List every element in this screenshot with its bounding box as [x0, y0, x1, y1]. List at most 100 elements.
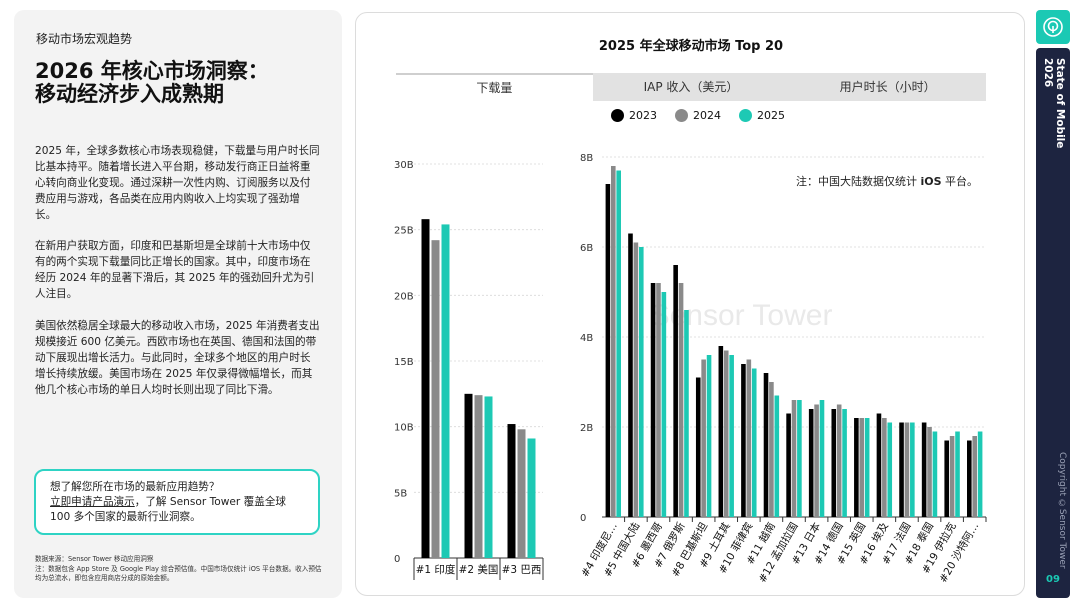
bar-2023 [921, 422, 927, 517]
bar-2023 [464, 393, 473, 558]
bar-2024 [949, 436, 955, 517]
legend-item-2024: 2024 [675, 109, 721, 122]
bar-2024 [882, 418, 887, 517]
y-tick-label: 0 [394, 554, 400, 565]
bar-2024 [474, 395, 483, 558]
y-tick-label: 20B [394, 291, 414, 302]
bar-2023 [695, 377, 701, 517]
bar-2025 [977, 431, 983, 517]
note-bold: iOS [920, 175, 942, 188]
bar-2023 [763, 373, 769, 517]
bar-2025 [932, 431, 938, 517]
footnote-source: 数据来源：Sensor Tower 移动应用洞察 [35, 555, 154, 563]
left-text-panel: 移动市场宏观趋势 2026 年核心市场洞察： 移动经济步入成熟期 2025 年，… [14, 10, 342, 598]
bar-2025 [638, 247, 644, 517]
bar-2025 [751, 368, 757, 517]
china-ios-note: 注：中国大陆数据仅统计 iOS 平台。 [796, 173, 978, 189]
bar-2025 [616, 170, 621, 517]
copyright-vertical: Copyright ©Sensor Tower [1057, 452, 1067, 569]
bar-2023 [967, 440, 972, 517]
headline-line-2: 移动经济步入成熟期 [35, 82, 224, 106]
page-number: 09 [1046, 574, 1060, 585]
bar-2024 [517, 429, 526, 558]
bar-2025 [910, 422, 915, 517]
bar-2023 [673, 265, 678, 517]
y-tick-label: 5B [394, 488, 407, 499]
bar-2025 [441, 224, 450, 558]
bar-2023 [831, 409, 837, 517]
y-tick-label: 0 [580, 513, 586, 524]
bar-2025 [484, 396, 493, 558]
y-tick-label: 10B [394, 423, 414, 434]
bar-2023 [605, 184, 611, 517]
bar-2024 [431, 240, 440, 558]
y-tick-label: 25B [394, 226, 414, 237]
bar-2025 [661, 292, 667, 517]
bar-2024 [633, 242, 639, 517]
x-category-label: #3 巴西 [502, 564, 542, 576]
x-category-label: #2 美国 [459, 563, 499, 576]
bar-2024 [927, 427, 932, 517]
bar-2025 [819, 400, 825, 517]
bar-2024 [610, 166, 616, 517]
legend-item-2023: 2023 [611, 109, 657, 122]
tab-iap-revenue[interactable]: IAP 收入（美元） [643, 80, 739, 94]
tab-downloads[interactable]: 下载量 [396, 73, 593, 101]
x-category-label: #1 印度 [416, 563, 456, 576]
y-tick-label: 8B [580, 153, 593, 164]
bar-2025 [684, 310, 689, 517]
y-tick-label: 4B [580, 333, 593, 344]
bar-2023 [421, 219, 430, 558]
note-suffix: 平台。 [945, 175, 979, 188]
bar-2025 [527, 438, 536, 558]
bar-2023 [507, 424, 516, 558]
bar-2023 [786, 413, 791, 517]
bar-2025 [706, 355, 712, 517]
location-pin-icon [1043, 17, 1063, 37]
bar-2025 [774, 395, 780, 517]
y-tick-label: 30B [394, 160, 414, 171]
bar-2023 [854, 418, 859, 517]
cta-line-2-rest: ，了解 Sensor Tower 覆盖全球 [134, 496, 287, 508]
headline-line-1: 2026 年核心市场洞察： [35, 59, 269, 83]
bar-2024 [769, 382, 774, 517]
bar-2025 [729, 355, 734, 517]
page-title: 2026 年核心市场洞察： 移动经济步入成熟期 [35, 60, 335, 106]
bar-2024 [859, 418, 865, 517]
bar-2024 [701, 359, 706, 517]
legend-label-2024: 2024 [693, 109, 721, 122]
bar-2025 [797, 400, 802, 517]
bar-2023 [899, 422, 904, 517]
chart-legend: 2023 2024 2025 [611, 109, 785, 122]
bar-2024 [678, 283, 684, 517]
note-prefix: 注：中国大陆数据仅统计 [796, 175, 917, 188]
bar-2024 [904, 422, 910, 517]
bar-2023 [650, 283, 656, 517]
demo-cta-box[interactable]: 想了解您所在市场的最新应用趋势？ 立即申请产品演示，了解 Sensor Towe… [34, 469, 320, 535]
bar-2024 [791, 400, 797, 517]
cta-line-3: 100 多个国家的最新行业洞察。 [50, 511, 201, 523]
bar-2024 [656, 283, 661, 517]
bar-2024 [836, 404, 842, 517]
bar-2024 [972, 436, 978, 517]
tab-time-spent[interactable]: 用户时长（小时） [839, 80, 936, 94]
bar-2023 [808, 409, 814, 517]
bar-2025 [887, 422, 893, 517]
bar-2023 [718, 346, 724, 517]
cta-line-1: 想了解您所在市场的最新应用趋势？ [50, 481, 220, 493]
bar-2023 [944, 440, 950, 517]
y-tick-label: 6B [580, 243, 593, 254]
footnote-note: 注：数据包含 App Store 及 Google Play 综合预估值。中国市… [35, 564, 322, 583]
chart-panel: 2025 年全球移动市场 Top 20 下载量 IAP 收入（美元） 用户时长（… [355, 12, 1025, 596]
paragraph-3: 美国依然稳居全球最大的移动收入市场，2025 年消费者支出规模接近 600 亿美… [35, 320, 320, 396]
request-demo-link[interactable]: 立即申请产品演示 [50, 496, 135, 508]
bar-2023 [628, 233, 633, 517]
bar-2025 [955, 431, 960, 517]
bar-2024 [746, 359, 752, 517]
chart-title: 2025 年全球移动市场 Top 20 [598, 39, 784, 54]
cta-line-2: 立即申请产品演示，了解 Sensor Tower 覆盖全球 [50, 495, 304, 510]
y-tick-label: 15B [394, 357, 414, 368]
metric-tabs: 下载量 IAP 收入（美元） 用户时长（小时） [396, 73, 986, 101]
bar-2023 [741, 364, 746, 517]
